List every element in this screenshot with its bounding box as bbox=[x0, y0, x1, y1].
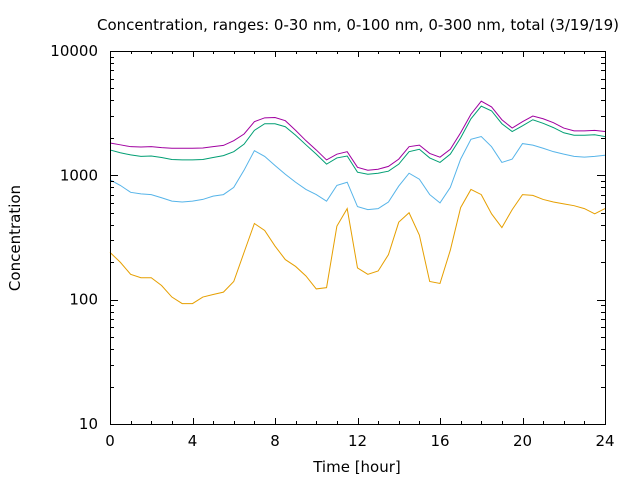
x-tick-label: 24 bbox=[595, 432, 614, 450]
x-tick-label: 0 bbox=[105, 432, 115, 450]
chart-title: Concentration, ranges: 0-30 nm, 0-100 nm… bbox=[97, 16, 619, 34]
plot-frame bbox=[110, 51, 606, 425]
series-line-2 bbox=[109, 105, 606, 175]
x-tick-label: 4 bbox=[188, 432, 198, 450]
x-axis-label: Time [hour] bbox=[312, 458, 401, 476]
x-tick-label: 20 bbox=[513, 432, 532, 450]
series-line-3 bbox=[109, 136, 606, 211]
x-tick-label: 12 bbox=[348, 432, 367, 450]
series-layer bbox=[109, 100, 606, 305]
y-axis-label: Concentration bbox=[6, 185, 24, 291]
series-line-1 bbox=[109, 100, 606, 171]
series-line-4 bbox=[109, 188, 606, 305]
x-tick-label: 8 bbox=[270, 432, 280, 450]
x-tick-label: 16 bbox=[430, 432, 449, 450]
y-tick-label: 100 bbox=[69, 291, 98, 309]
y-tick-label: 1000 bbox=[60, 166, 98, 184]
y-tick-label: 10000 bbox=[50, 42, 98, 60]
tick-layer: 0 4 8 12 16 20 24 10 100 1000 10000 bbox=[50, 42, 614, 450]
y-tick-label: 10 bbox=[79, 415, 98, 433]
